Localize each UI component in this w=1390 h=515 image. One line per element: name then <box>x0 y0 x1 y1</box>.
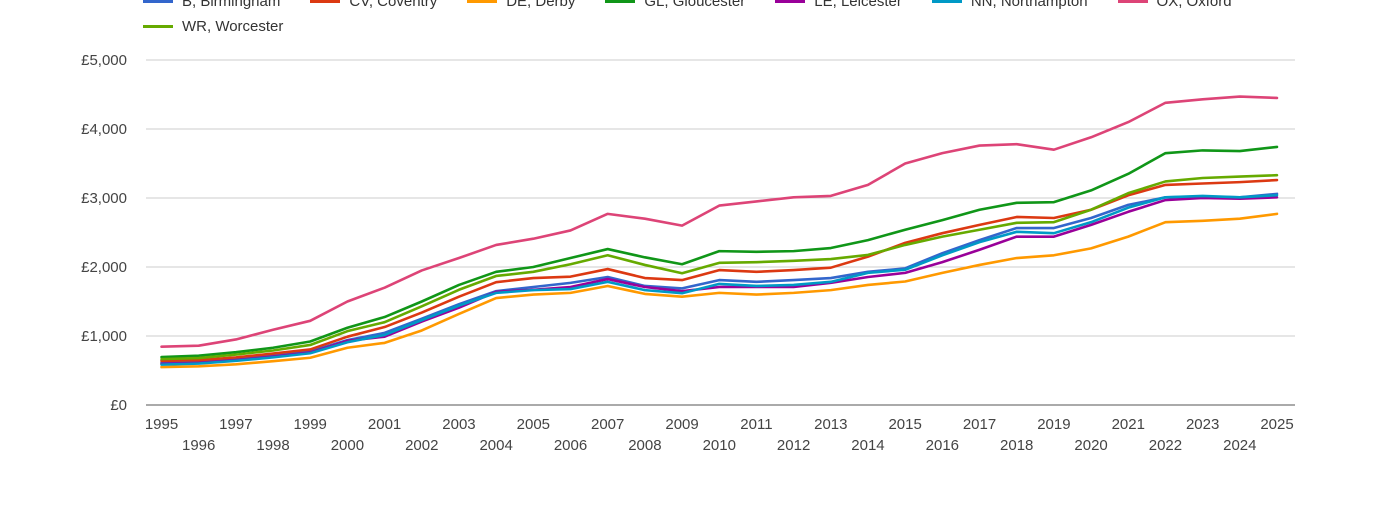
y-axis-label: £4,000 <box>81 121 127 138</box>
x-axis-label: 2000 <box>331 437 364 454</box>
x-axis-label: 2007 <box>591 416 624 433</box>
x-axis-label: 2020 <box>1074 437 1107 454</box>
x-axis-label: 2017 <box>963 416 996 433</box>
legend-swatch-wr <box>143 25 173 28</box>
x-axis-label: 2006 <box>554 437 587 454</box>
series-line-de <box>160 212 1279 369</box>
x-axis-label: 2013 <box>814 416 847 433</box>
series-line-ox <box>160 95 1279 348</box>
x-axis-label: 1999 <box>294 416 327 433</box>
x-axis-label: 2016 <box>926 437 959 454</box>
legend-swatch-ox <box>1117 0 1148 3</box>
x-axis-label: 2015 <box>888 416 921 433</box>
x-axis-label: 2022 <box>1149 437 1182 454</box>
series-line-wr <box>160 173 1279 361</box>
y-axis-label: £5,000 <box>81 52 127 69</box>
legend-item-b: B, Birmingham <box>143 0 280 10</box>
x-axis-label: 2003 <box>442 416 475 433</box>
legend-item-de: DE, Derby <box>467 0 575 10</box>
legend-swatch-gl <box>605 0 636 3</box>
x-axis-label: 2008 <box>628 437 661 454</box>
legend-swatch-nn <box>931 0 962 3</box>
x-axis-label: 2024 <box>1223 437 1256 454</box>
x-axis-label: 2002 <box>405 437 438 454</box>
x-axis-label: 2011 <box>740 416 772 433</box>
legend-swatch-de <box>467 0 498 3</box>
series-line-le <box>160 196 1279 366</box>
x-axis-label: 1995 <box>145 416 178 433</box>
legend-label-wr: WR, Worcester <box>182 18 284 35</box>
x-axis-label: 2025 <box>1260 416 1293 433</box>
legend-label-cv: CV, Coventry <box>349 0 438 10</box>
x-axis-label: 2018 <box>1000 437 1033 454</box>
legend-swatch-le <box>775 0 806 3</box>
legend-label-ox: OX, Oxford <box>1156 0 1232 10</box>
legend-label-de: DE, Derby <box>506 0 576 10</box>
x-axis-label: 1996 <box>182 437 215 454</box>
x-axis-label: 2021 <box>1112 416 1145 433</box>
y-axis-label: £3,000 <box>81 190 127 207</box>
legend-row-2: WR, Worcester <box>143 18 283 35</box>
legend-item-le: LE, Leicester <box>775 0 902 10</box>
series-line-gl <box>160 145 1279 359</box>
legend-swatch-cv <box>310 0 341 3</box>
x-axis-label: 1997 <box>219 416 252 433</box>
legend-item-wr: WR, Worcester <box>143 18 283 35</box>
x-axis-label: 2010 <box>703 437 736 454</box>
x-axis-label: 2023 <box>1186 416 1219 433</box>
series-line-nn <box>160 193 1279 366</box>
legend-label-gl: GL, Gloucester <box>644 0 746 10</box>
x-axis-label: 2005 <box>517 416 550 433</box>
legend-swatch-b <box>143 0 173 3</box>
legend-row-1: B, Birmingham CV, Coventry DE, Derby GL, Gl… <box>143 0 1232 10</box>
legend-item-gl: GL, Gloucester <box>605 0 745 10</box>
x-axis-label: 2019 <box>1037 416 1070 433</box>
x-axis-label: 2012 <box>777 437 810 454</box>
x-axis-label: 1998 <box>256 437 289 454</box>
x-axis-label: 2009 <box>665 416 698 433</box>
legend-item-ox: OX, Oxford <box>1117 0 1232 10</box>
x-axis-label: 2001 <box>368 416 401 433</box>
legend-label-b: B, Birmingham <box>182 0 281 10</box>
legend-item-nn: NN, Northampton <box>931 0 1088 10</box>
legend-label-nn: NN, Northampton <box>970 0 1088 10</box>
y-axis-label: £1,000 <box>81 328 127 345</box>
y-axis-label: £2,000 <box>81 259 127 276</box>
x-axis-label: 2004 <box>479 437 512 454</box>
y-axis-label: £0 <box>110 397 127 414</box>
legend-label-le: LE, Leicester <box>814 0 902 10</box>
legend-item-cv: CV, Coventry <box>310 0 437 10</box>
x-axis-label: 2014 <box>851 437 884 454</box>
